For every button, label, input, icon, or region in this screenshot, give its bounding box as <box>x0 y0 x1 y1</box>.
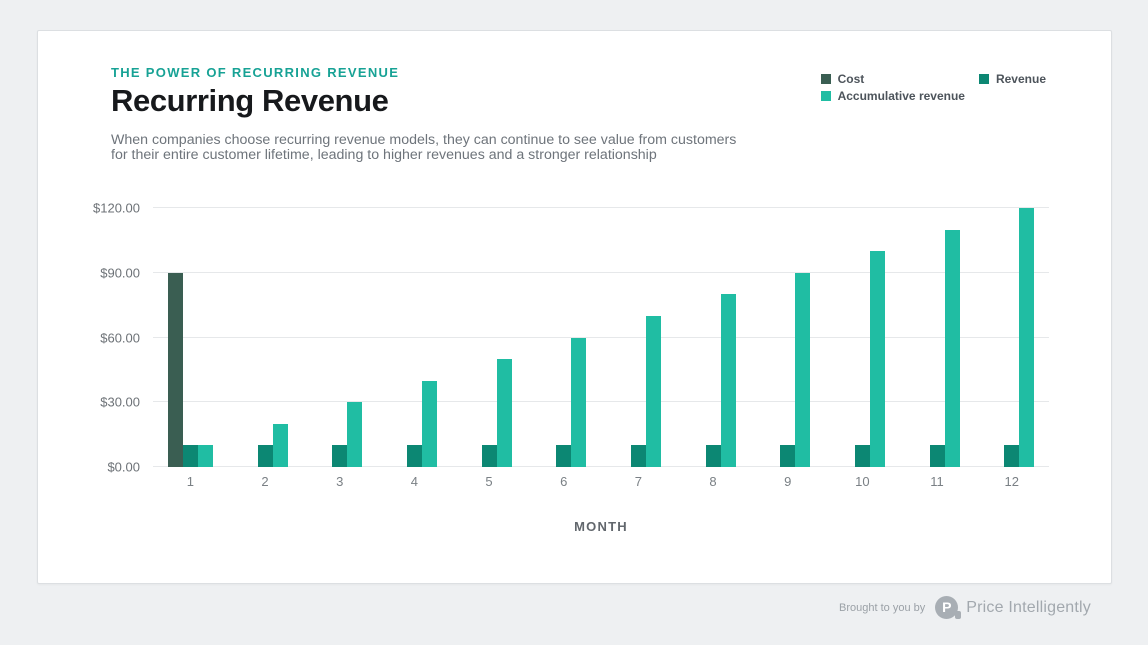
bar-cost <box>167 272 183 467</box>
chart-legend: Cost Accumulative revenue Revenue <box>820 72 1046 103</box>
logo-letter: P <box>935 596 959 619</box>
bar-accumulative-revenue <box>197 445 213 467</box>
logo-dot-icon <box>955 611 962 619</box>
bar-accumulative-revenue <box>795 272 811 467</box>
legend-label: Revenue <box>995 72 1046 86</box>
subtitle-line-1: When companies choose recurring revenue … <box>111 132 737 148</box>
page-title: Recurring Revenue <box>111 83 389 118</box>
bar-accumulative-revenue <box>720 294 736 467</box>
legend-item-revenue: Revenue <box>978 72 1046 86</box>
x-axis-tick-label: 3 <box>336 474 344 489</box>
legend-swatch-icon <box>820 91 831 101</box>
x-axis-tick-label: 1 <box>186 474 194 489</box>
footer: Brought to you by P Price Intelligently <box>839 596 1091 619</box>
brought-by-text: Brought to you by <box>839 601 926 614</box>
bar-revenue <box>854 445 870 467</box>
y-axis-tick-label: $60.00 <box>100 330 140 345</box>
bar-group-month-4 <box>377 208 452 467</box>
legend-swatch-icon <box>978 74 989 84</box>
gridline <box>153 207 1049 208</box>
bar-group-month-11 <box>900 208 975 467</box>
x-axis-tick-label: 5 <box>485 474 493 489</box>
bar-accumulative-revenue <box>869 251 885 467</box>
bar-revenue <box>780 445 796 467</box>
chart-card: THE POWER OF RECURRING REVENUE Recurring… <box>37 30 1112 584</box>
bar-group-month-1 <box>153 208 228 467</box>
y-axis-tick-label: $90.00 <box>100 265 140 281</box>
bar-group-month-12 <box>974 208 1049 467</box>
bar-accumulative-revenue <box>347 402 363 467</box>
x-axis-labels: 1 2 3 4 5 6 7 8 9 10 11 12 <box>153 467 1049 489</box>
bar-accumulative-revenue <box>1019 208 1035 467</box>
bar-group-month-3 <box>302 208 377 467</box>
x-axis-tick-label: 2 <box>261 474 269 489</box>
bar-group-month-7 <box>601 208 676 467</box>
bar-revenue <box>182 445 198 467</box>
gridline <box>153 336 1049 338</box>
bar-accumulative-revenue <box>944 229 960 467</box>
legend-label: Cost <box>837 72 865 86</box>
bar-revenue <box>556 445 572 467</box>
legend-item-accumulative-revenue: Accumulative revenue <box>820 89 965 103</box>
y-axis-tick-label: $120.00 <box>93 200 140 216</box>
bar-group-month-9 <box>750 208 825 467</box>
bar-revenue <box>630 445 646 467</box>
bar-group-month-2 <box>228 208 303 467</box>
bar-group-month-8 <box>676 208 751 467</box>
x-axis-tick-label: 6 <box>560 474 568 489</box>
bar-group-month-6 <box>526 208 601 467</box>
bar-revenue <box>406 445 422 467</box>
bar-revenue <box>481 445 497 467</box>
gridline <box>153 401 1049 403</box>
x-axis-tick-label: 11 <box>930 474 944 489</box>
subtitle: When companies choose recurring revenue … <box>111 133 736 163</box>
y-axis-tick-label: $0.00 <box>107 459 140 475</box>
legend-item-cost: Cost <box>820 72 965 86</box>
gridline <box>153 271 1049 273</box>
bar-group-month-5 <box>452 208 527 467</box>
x-axis-tick-label: 12 <box>1004 474 1019 489</box>
legend-label: Accumulative revenue <box>837 89 965 103</box>
bar-accumulative-revenue <box>272 423 288 467</box>
bar-accumulative-revenue <box>645 315 661 467</box>
x-axis-tick-label: 10 <box>855 474 870 489</box>
brand-name: Price Intelligently <box>966 598 1091 616</box>
bar-revenue <box>257 445 273 467</box>
legend-column: Revenue <box>978 72 1046 86</box>
bar-accumulative-revenue <box>496 359 512 467</box>
x-axis-tick-label: 7 <box>634 474 642 489</box>
x-axis-tick-label: 8 <box>709 474 717 489</box>
legend-column: Cost Accumulative revenue <box>820 72 965 103</box>
bar-accumulative-revenue <box>571 337 587 467</box>
bar-accumulative-revenue <box>421 380 437 467</box>
x-axis-tick-label: 9 <box>784 474 792 489</box>
gridline <box>153 466 1049 467</box>
subtitle-line-2: for their entire customer lifetime, lead… <box>111 146 657 163</box>
bar-revenue <box>929 445 945 467</box>
price-intelligently-logo-icon: P <box>935 596 962 619</box>
bar-revenue <box>705 445 721 467</box>
bar-groups <box>153 208 1049 467</box>
bar-revenue <box>332 445 348 467</box>
bar-group-month-10 <box>825 208 900 467</box>
x-axis-title: MONTH <box>574 519 628 534</box>
legend-swatch-icon <box>820 74 831 84</box>
plot-area: $0.00 $30.00 $60.00 $90.00 $120.00 <box>93 201 1049 475</box>
x-axis-tick-label: 4 <box>410 474 418 489</box>
y-axis-tick-label: $30.00 <box>100 394 140 410</box>
eyebrow-text: THE POWER OF RECURRING REVENUE <box>111 65 400 80</box>
bar-revenue <box>1004 445 1020 467</box>
